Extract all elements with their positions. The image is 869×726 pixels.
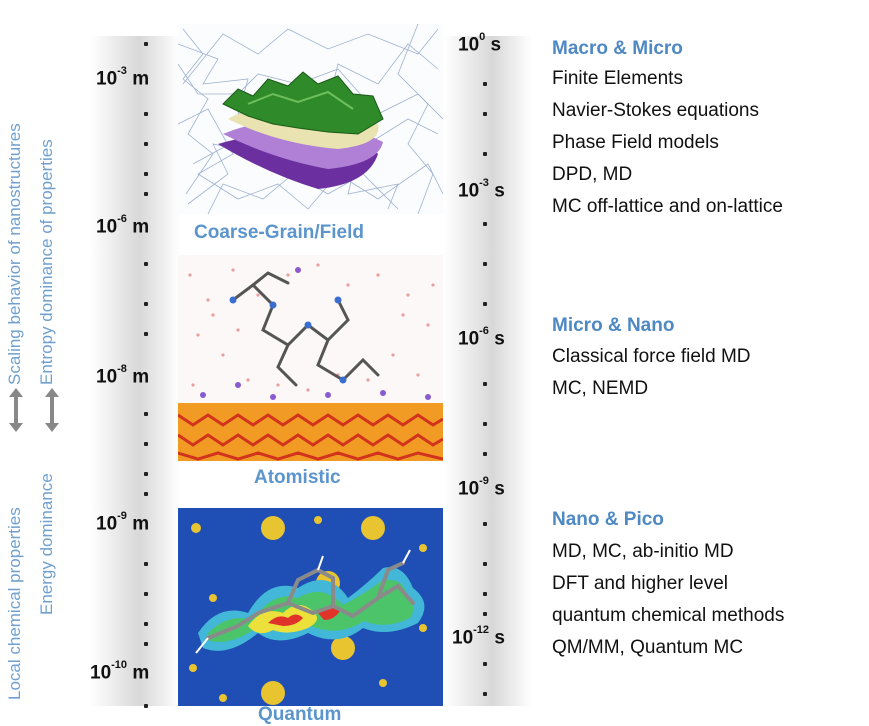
methods-nano-item: QM/MM, Quantum MC xyxy=(552,637,744,658)
quantum-label: Quantum xyxy=(258,704,342,725)
scale-dot xyxy=(144,492,148,496)
scale-dot xyxy=(483,382,487,386)
scale-dot xyxy=(483,112,487,116)
side-label-local-chemical: Local chemical properties xyxy=(5,507,24,700)
length-scale-column xyxy=(90,36,180,706)
scale-dot xyxy=(483,82,487,86)
scale-dot xyxy=(144,332,148,336)
time-scale-column xyxy=(444,36,532,706)
length-label-1e-3: 10-3 m xyxy=(96,65,150,90)
methods-macro-heading: Macro & Micro xyxy=(552,38,683,59)
scale-dot xyxy=(144,704,148,708)
methods-macro-item: Finite Elements xyxy=(552,68,683,89)
double-arrow-icon xyxy=(45,388,59,432)
double-arrow-icon xyxy=(9,388,23,432)
scale-dot xyxy=(483,452,487,456)
scale-dot xyxy=(144,42,148,46)
scale-dot xyxy=(483,592,487,596)
atomistic-label: Atomistic xyxy=(254,467,341,488)
scale-dot xyxy=(144,562,148,566)
methods-nano-item: quantum chemical methods xyxy=(552,605,785,626)
coarse-grain-panel xyxy=(178,24,443,214)
methods-macro-item: Navier-Stokes equations xyxy=(552,100,759,121)
methods-macro-item: DPD, MD xyxy=(552,164,633,185)
methods-macro-item: Phase Field models xyxy=(552,132,719,153)
length-label-1e-9: 10-9 m xyxy=(96,510,150,535)
scale-dot xyxy=(144,112,148,116)
methods-nano-heading: Nano & Pico xyxy=(552,509,664,530)
coarse-grain-image xyxy=(178,24,443,214)
time-label-1e-3: 10-3 s xyxy=(458,177,505,202)
side-label-entropy: Entropy dominance of properties xyxy=(37,139,56,385)
time-label-1e0: 100 s xyxy=(458,31,502,56)
scale-dot xyxy=(483,562,487,566)
methods-micro-heading: Micro & Nano xyxy=(552,315,675,336)
scale-dot xyxy=(483,262,487,266)
scale-dot xyxy=(483,152,487,156)
methods-nano-item: MD, MC, ab-initio MD xyxy=(552,541,734,562)
atomistic-panel xyxy=(178,255,443,461)
time-label-1e-6: 10-6 s xyxy=(458,325,505,350)
scale-dot xyxy=(483,302,487,306)
methods-micro-item: Classical force field MD xyxy=(552,346,751,367)
scale-dot xyxy=(483,692,487,696)
methods-macro-item: MC off-lattice and on-lattice xyxy=(552,196,783,217)
scale-dot xyxy=(483,422,487,426)
scale-dot xyxy=(144,192,148,196)
scale-dot xyxy=(144,642,148,646)
scale-dot xyxy=(144,262,148,266)
methods-nano-item: DFT and higher level xyxy=(552,573,729,594)
side-label-scaling: Scaling behavior of nanostructures xyxy=(5,123,24,385)
side-label-energy: Energy dominance xyxy=(37,473,56,615)
scale-dot xyxy=(483,222,487,226)
scale-dot xyxy=(144,472,148,476)
methods-micro-item: MC, NEMD xyxy=(552,378,649,399)
coarse-grain-label: Coarse-Grain/Field xyxy=(194,222,364,243)
atomistic-image xyxy=(178,263,443,461)
scale-dot xyxy=(144,442,148,446)
length-label-1e-10: 10-10 m xyxy=(90,659,150,684)
length-label-1e-8: 10-8 m xyxy=(96,363,150,388)
scale-dot xyxy=(144,412,148,416)
scale-dot xyxy=(144,142,148,146)
scale-dot xyxy=(144,302,148,306)
scale-dot xyxy=(144,592,148,596)
scale-dot xyxy=(144,172,148,176)
scale-dot xyxy=(483,612,487,616)
time-label-1e-12: 10-12 s xyxy=(452,624,505,649)
quantum-image xyxy=(189,516,427,705)
scale-dot xyxy=(483,522,487,526)
time-label-1e-9: 10-9 s xyxy=(458,475,505,500)
scale-dot xyxy=(144,622,148,626)
length-label-1e-6: 10-6 m xyxy=(96,213,150,238)
quantum-panel xyxy=(178,508,443,706)
scale-dot xyxy=(483,662,487,666)
